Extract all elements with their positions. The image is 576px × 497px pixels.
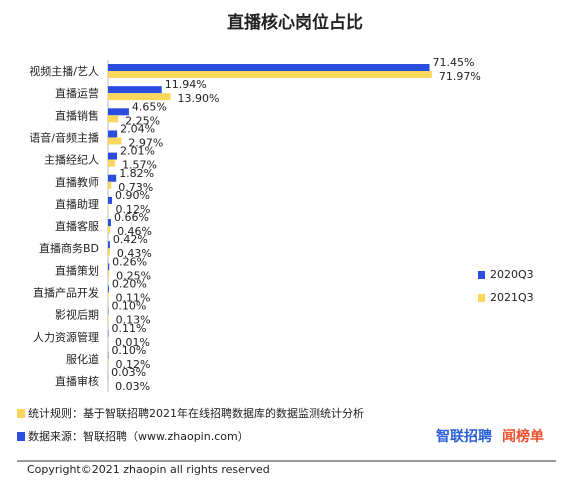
- bar: [108, 203, 109, 211]
- value-label: 0.10%: [111, 300, 146, 313]
- logo: 智联招聘: [435, 428, 492, 445]
- note: 数据来源：智联招聘（www.zhaopin.com）: [28, 429, 249, 443]
- y-tick-label: 直播销售: [55, 108, 99, 122]
- value-label: 0.26%: [112, 255, 147, 268]
- bar: [108, 270, 110, 278]
- value-label: 2.01%: [120, 145, 155, 158]
- y-tick-label: 直播策划: [55, 263, 99, 277]
- value-label: 71.97%: [439, 70, 481, 83]
- value-label: 2.97%: [128, 136, 163, 149]
- bar: [108, 108, 129, 116]
- value-label: 0.25%: [116, 269, 151, 282]
- value-label: 0.01%: [115, 336, 150, 349]
- value-label: 0.03%: [111, 366, 146, 379]
- value-label: 0.12%: [116, 358, 151, 371]
- copyright: Copyright©2021 zhaopin all rights reserv…: [27, 463, 270, 476]
- y-tick-label: 直播商务BD: [39, 241, 99, 255]
- value-label: 0.13%: [116, 314, 151, 327]
- y-tick-label: 直播助理: [55, 197, 99, 211]
- legend-label: 2020Q3: [490, 268, 534, 281]
- value-label: 0.20%: [112, 278, 147, 291]
- bar: [108, 263, 110, 271]
- bar: [108, 86, 162, 94]
- value-label: 1.82%: [119, 167, 154, 180]
- bar: [108, 64, 430, 71]
- value-label: 4.65%: [132, 100, 167, 113]
- value-label: 2.25%: [125, 114, 160, 127]
- y-tick-label: 直播审核: [55, 374, 99, 388]
- legend-swatch: [478, 271, 485, 279]
- y-tick-label: 直播运营: [55, 86, 99, 100]
- value-label: 0.11%: [111, 322, 146, 335]
- chart-title: 直播核心岗位占比: [227, 12, 363, 33]
- bar: [108, 174, 117, 182]
- value-label: 0.46%: [117, 225, 152, 238]
- bar: [108, 241, 110, 249]
- value-label: 0.43%: [117, 247, 152, 260]
- y-tick-label: 直播教师: [55, 175, 99, 189]
- value-label: 11.94%: [165, 78, 207, 91]
- y-tick-label: 人力资源管理: [33, 330, 99, 344]
- note: 统计规则：基于智联招聘2021年在线招聘数据库的数据监测统计分析: [28, 406, 364, 420]
- bar: [108, 285, 109, 293]
- bar: [108, 71, 432, 78]
- y-tick-label: 服化道: [66, 352, 99, 366]
- note-icon: [17, 432, 25, 441]
- bar: [108, 358, 109, 366]
- value-label: 0.66%: [114, 211, 149, 224]
- note-icon: [17, 409, 25, 418]
- value-label: 0.10%: [111, 344, 146, 357]
- bar: [108, 159, 116, 167]
- y-tick-label: 视频主播/艺人: [29, 64, 99, 78]
- y-tick-label: 直播产品开发: [33, 286, 99, 300]
- bar: [108, 181, 112, 189]
- logo: 闻榜单: [502, 428, 544, 445]
- bar: [108, 196, 113, 204]
- y-tick-label: 直播客服: [55, 219, 99, 233]
- bar: [108, 226, 111, 234]
- value-label: 1.57%: [122, 159, 157, 172]
- bar: [108, 152, 118, 160]
- value-label: 0.11%: [115, 292, 150, 305]
- value-label: 0.73%: [118, 181, 153, 194]
- value-label: 0.12%: [116, 203, 151, 216]
- value-label: 0.03%: [115, 380, 150, 393]
- bar: [108, 314, 109, 322]
- bar: [108, 137, 122, 145]
- legend-label: 2021Q3: [490, 291, 534, 304]
- y-tick-label: 主播经纪人: [44, 153, 99, 167]
- bar: [108, 248, 110, 256]
- y-tick-label: 影视后期: [55, 308, 99, 322]
- value-label: 2.04%: [120, 122, 155, 135]
- value-label: 0.90%: [115, 189, 150, 202]
- value-label: 71.45%: [433, 56, 475, 69]
- bar: [108, 219, 111, 227]
- bar: [108, 115, 119, 123]
- bar: [108, 130, 118, 138]
- bar: [108, 93, 171, 101]
- value-label: 13.90%: [178, 92, 220, 105]
- y-tick-label: 语音/音频主播: [29, 130, 99, 144]
- value-label: 0.42%: [113, 233, 148, 246]
- legend-swatch: [478, 294, 485, 302]
